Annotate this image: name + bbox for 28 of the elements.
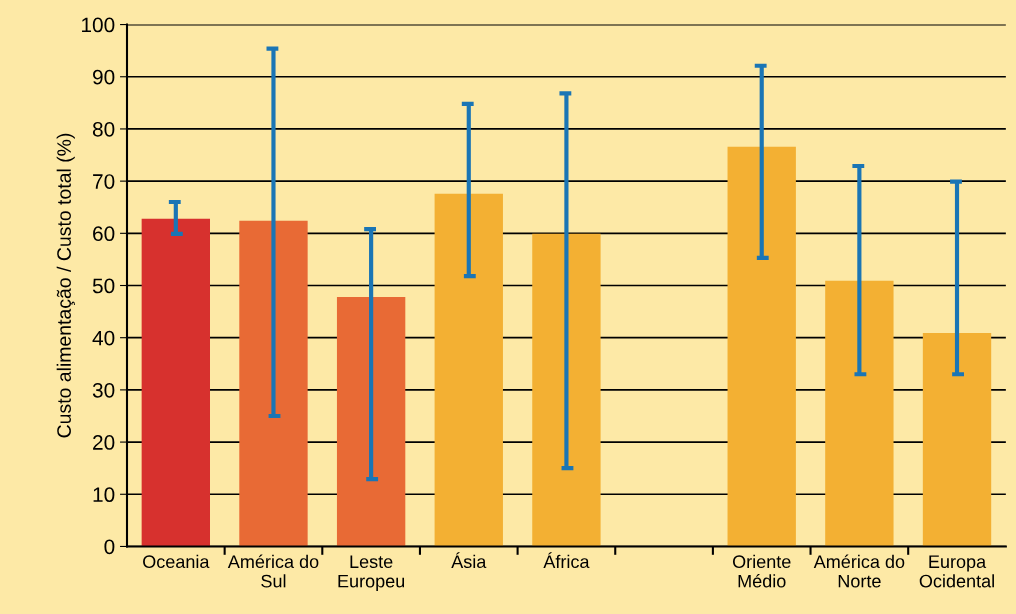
bar (825, 280, 894, 547)
y-tick-label: 20 (93, 435, 115, 450)
y-axis-title: Custo alimentação / Custo total (%) (56, 133, 75, 438)
bar (336, 296, 406, 547)
bar (532, 233, 601, 547)
x-tick-label: América do Sul (227, 554, 319, 588)
y-tick-label: 80 (92, 121, 115, 137)
x-tick-label: Leste Europeu (338, 555, 405, 592)
bar (727, 146, 796, 547)
x-tick-label: Ásia (451, 552, 487, 569)
y-tick-label: 10 (93, 487, 115, 503)
y-tick-label: 100 (82, 17, 115, 33)
x-tick-label: Europa Ocidental (919, 555, 994, 588)
bar (141, 218, 210, 547)
y-tick-label: 90 (93, 69, 115, 85)
x-tick-label: África (543, 552, 590, 569)
bar (434, 193, 503, 547)
x-tick-label: Oceania (143, 554, 210, 569)
y-tick-label: 0 (104, 539, 115, 555)
x-tick-label: Oriente Médio (732, 554, 791, 588)
y-tick-label: 60 (93, 226, 115, 242)
y-tick-label: 30 (92, 382, 115, 398)
x-tick-label: América do Norte (813, 554, 905, 588)
bar (239, 220, 308, 547)
bar (922, 333, 992, 547)
y-tick-label: 50 (92, 278, 115, 294)
y-tick-label: 40 (92, 330, 115, 346)
y-tick-label: 70 (93, 174, 115, 189)
